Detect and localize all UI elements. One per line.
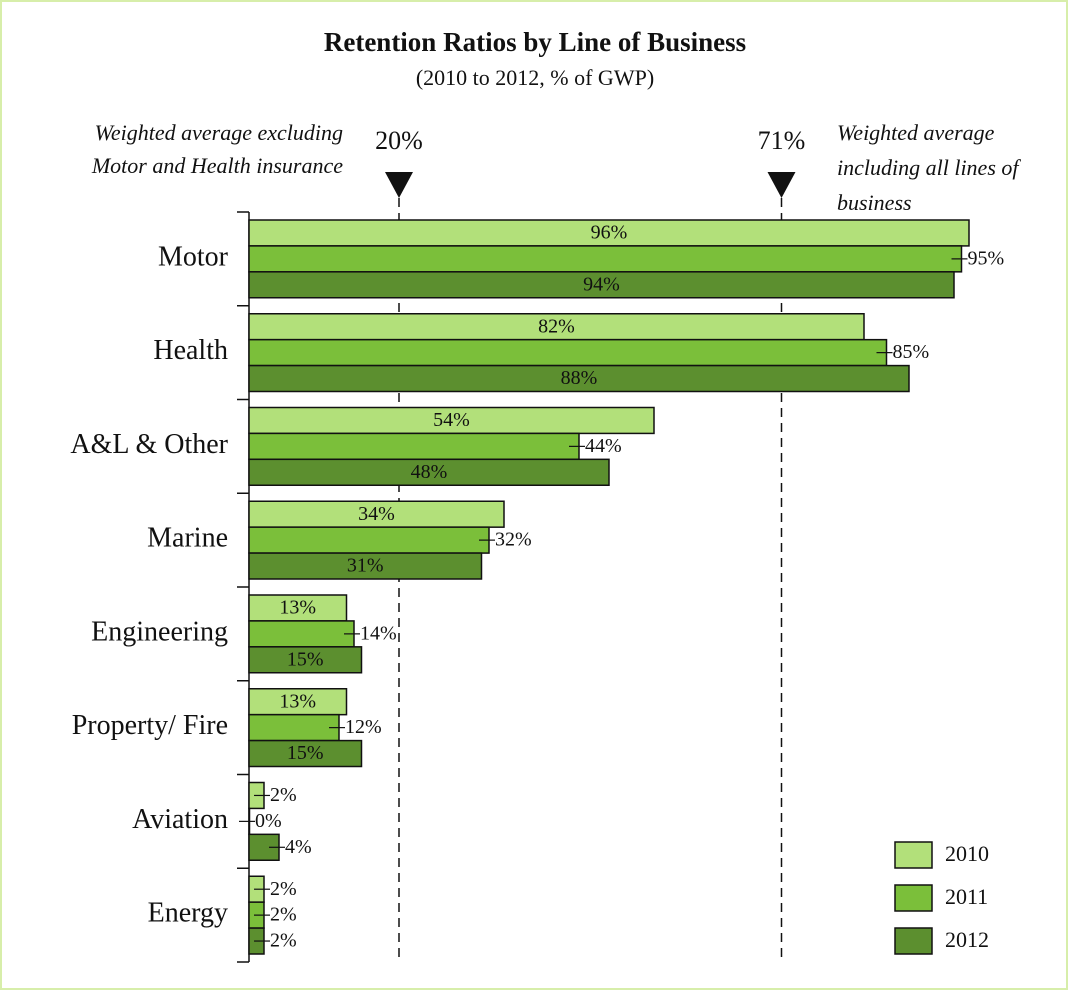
bar: [248, 500, 505, 528]
bar: [248, 713, 340, 742]
reference-note: Weighted average excluding: [95, 120, 343, 145]
value-label: 15%: [287, 648, 324, 670]
value-label: 94%: [583, 273, 620, 295]
y-tick-label: A&L & Other: [70, 429, 228, 460]
bar: [248, 432, 580, 461]
reference-note: Motor and Health insurance: [91, 153, 343, 178]
value-label: 15%: [287, 742, 324, 764]
reference-note: Weighted average: [837, 120, 995, 145]
value-label: 32%: [495, 529, 532, 551]
reference-label: 20%: [375, 126, 423, 155]
legend-swatch: [894, 841, 933, 869]
reference-note: business: [837, 190, 912, 215]
value-label: 88%: [561, 367, 598, 389]
value-label: 95%: [968, 247, 1005, 269]
value-label: 54%: [433, 409, 470, 431]
bar: [248, 338, 888, 367]
value-label: 13%: [279, 690, 316, 712]
legend-label: 2012: [945, 927, 989, 952]
value-label: 48%: [411, 461, 448, 483]
legend-swatch: [894, 927, 933, 955]
legend-swatch: [894, 884, 933, 912]
value-label: 2%: [270, 784, 297, 806]
bar: [248, 271, 955, 299]
bar: [248, 594, 348, 622]
bar: [248, 739, 363, 768]
bar: [248, 620, 355, 648]
bar: [248, 526, 490, 554]
value-label: 44%: [585, 435, 622, 457]
value-label: 0%: [255, 810, 282, 832]
value-label: 12%: [345, 716, 382, 738]
bar: [248, 406, 655, 435]
legend-label: 2011: [945, 884, 988, 909]
chart-subtitle: (2010 to 2012, % of GWP): [416, 65, 654, 90]
bar: [248, 245, 963, 273]
bar: [248, 313, 865, 341]
value-label: 85%: [893, 341, 930, 363]
value-label: 2%: [270, 878, 297, 900]
value-label: 14%: [360, 622, 397, 644]
bar: [248, 552, 483, 580]
value-label: 96%: [591, 222, 628, 244]
value-label: 34%: [358, 503, 395, 525]
value-label: 31%: [347, 555, 384, 577]
y-tick-label: Engineering: [91, 616, 228, 647]
bar: [248, 458, 610, 487]
value-label: 2%: [270, 930, 297, 952]
chart-title: Retention Ratios by Line of Business: [324, 27, 746, 57]
y-tick-label: Health: [153, 335, 228, 366]
y-tick-label: Motor: [158, 241, 229, 272]
y-tick-label: Energy: [148, 898, 228, 929]
value-label: 2%: [270, 904, 297, 926]
reference-label: 71%: [758, 126, 806, 155]
value-label: 82%: [538, 315, 575, 337]
y-tick-label: Aviation: [132, 804, 228, 835]
legend-label: 2010: [945, 841, 989, 866]
bar: [248, 646, 363, 674]
y-tick-label: Marine: [147, 523, 228, 554]
value-label: 4%: [285, 836, 312, 858]
y-tick-label: Property/ Fire: [72, 710, 228, 741]
bar: [248, 688, 348, 716]
value-label: 13%: [279, 597, 316, 619]
reference-note: including all lines of: [837, 155, 1021, 180]
reference-marker: [385, 172, 413, 198]
reference-marker: [767, 172, 796, 198]
bar: [248, 364, 910, 393]
